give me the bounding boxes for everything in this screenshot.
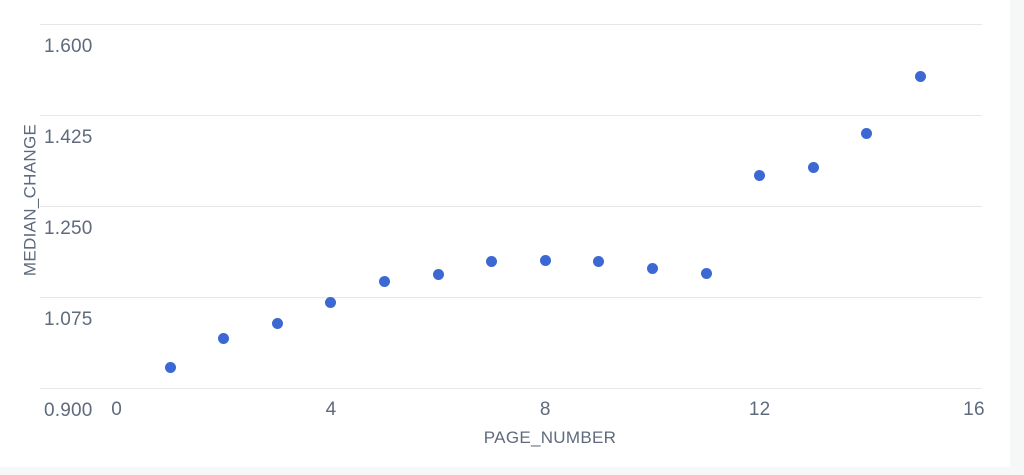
scatter-data-point[interactable] [164, 361, 176, 373]
y-tick-label: 1.600 [44, 36, 93, 57]
scatter-data-point[interactable] [593, 255, 605, 267]
scatter-data-point[interactable] [271, 317, 283, 329]
scatter-data-point[interactable] [754, 170, 766, 182]
chart-card: 1.600 1.425 1.250 1.075 0.900 0 4 8 12 16 MEDIAN… [20, 24, 985, 447]
scatter-data-point[interactable] [861, 127, 873, 139]
y-tick-label: 1.250 [44, 218, 93, 239]
x-tick-label: 0 [111, 399, 122, 420]
y-tick-label: 1.425 [44, 127, 93, 148]
scatter-data-point[interactable] [700, 267, 712, 279]
y-tick-label: 0.900 [44, 400, 93, 421]
scatter-data-point[interactable] [218, 332, 230, 344]
horizontal-gridline [40, 24, 982, 25]
scatter-data-point[interactable] [325, 296, 337, 308]
x-tick-label: 4 [325, 399, 337, 420]
horizontal-gridline [40, 206, 982, 207]
scatter-data-point[interactable] [646, 263, 658, 275]
horizontal-gridline [40, 297, 982, 298]
scatter-data-point[interactable] [486, 256, 498, 268]
scatter-data-point[interactable] [432, 268, 444, 280]
x-tick-label: 8 [539, 399, 551, 420]
horizontal-gridline [40, 115, 982, 116]
x-axis-title: PAGE_NUMBER [483, 428, 617, 447]
scatter-data-point[interactable] [914, 71, 926, 83]
horizontal-gridline [40, 388, 982, 389]
y-axis-title: MEDIAN_CHANGE [20, 123, 40, 277]
x-tick-label: 12 [748, 399, 771, 420]
scatter-data-point[interactable] [539, 255, 551, 267]
scatter-data-point[interactable] [379, 276, 391, 288]
scatter-data-point[interactable] [807, 162, 819, 174]
y-tick-label: 1.075 [44, 309, 93, 330]
x-tick-label: 16 [963, 399, 985, 420]
